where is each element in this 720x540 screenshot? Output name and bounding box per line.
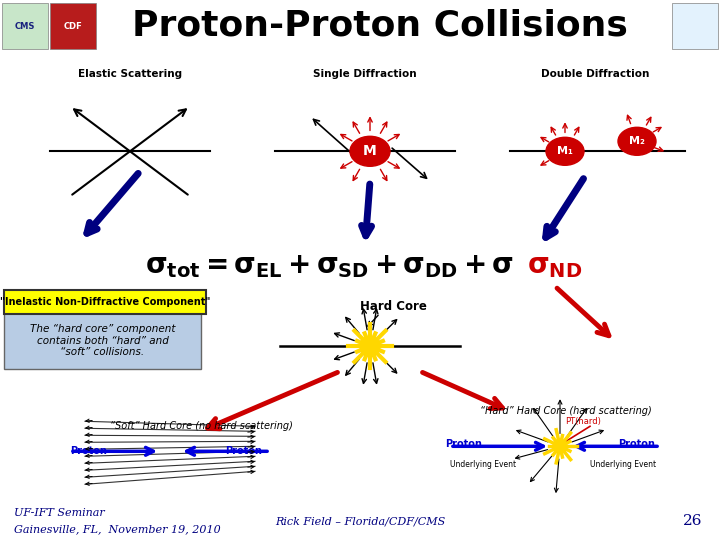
Text: Hard Core: Hard Core bbox=[360, 300, 427, 313]
Ellipse shape bbox=[350, 136, 390, 166]
Ellipse shape bbox=[618, 127, 656, 156]
Text: Underlying Event: Underlying Event bbox=[450, 460, 516, 469]
Text: “Hard” Hard Core (hard scattering): “Hard” Hard Core (hard scattering) bbox=[480, 406, 652, 416]
FancyBboxPatch shape bbox=[4, 312, 201, 369]
Text: "Inelastic Non-Diffractive Component": "Inelastic Non-Diffractive Component" bbox=[0, 298, 210, 307]
Text: Proton: Proton bbox=[445, 440, 482, 449]
FancyBboxPatch shape bbox=[2, 3, 48, 49]
Text: Proton: Proton bbox=[225, 446, 262, 456]
Text: Double Diffraction: Double Diffraction bbox=[541, 69, 649, 79]
Text: Proton: Proton bbox=[618, 440, 655, 449]
Text: CDF: CDF bbox=[63, 22, 82, 31]
FancyBboxPatch shape bbox=[4, 291, 206, 314]
Text: M₁: M₁ bbox=[557, 146, 573, 156]
Text: Elastic Scattering: Elastic Scattering bbox=[78, 69, 182, 79]
FancyBboxPatch shape bbox=[672, 3, 718, 49]
Text: 26: 26 bbox=[683, 514, 702, 528]
Circle shape bbox=[553, 440, 567, 453]
Text: M: M bbox=[363, 144, 377, 158]
FancyBboxPatch shape bbox=[50, 3, 96, 49]
Text: The “hard core” component
contains both “hard” and
“soft” collisions.: The “hard core” component contains both … bbox=[30, 324, 175, 357]
Text: Single Diffraction: Single Diffraction bbox=[313, 69, 417, 79]
Ellipse shape bbox=[546, 137, 584, 165]
Text: $\mathbf{\sigma_{ND}}$: $\mathbf{\sigma_{ND}}$ bbox=[527, 253, 582, 280]
Text: M₂: M₂ bbox=[629, 136, 645, 146]
Text: Gainesville, FL,  November 19, 2010: Gainesville, FL, November 19, 2010 bbox=[14, 524, 221, 535]
Text: CMS: CMS bbox=[15, 22, 35, 31]
Text: Proton-Proton Collisions: Proton-Proton Collisions bbox=[132, 8, 628, 42]
Text: PT(hard): PT(hard) bbox=[565, 417, 601, 426]
Text: $\mathbf{\sigma_{tot} = \sigma_{EL} + \sigma_{SD}+\sigma_{DD}+\sigma_{}}$: $\mathbf{\sigma_{tot} = \sigma_{EL} + \s… bbox=[145, 253, 515, 280]
Text: “Soft” Hard Core (no hard scattering): “Soft” Hard Core (no hard scattering) bbox=[110, 421, 293, 431]
Circle shape bbox=[360, 336, 380, 356]
Text: Underlying Event: Underlying Event bbox=[590, 460, 656, 469]
Text: Rick Field – Florida/CDF/CMS: Rick Field – Florida/CDF/CMS bbox=[275, 516, 445, 526]
Text: Proton: Proton bbox=[70, 446, 107, 456]
Text: UF-IFT Seminar: UF-IFT Seminar bbox=[14, 508, 105, 518]
